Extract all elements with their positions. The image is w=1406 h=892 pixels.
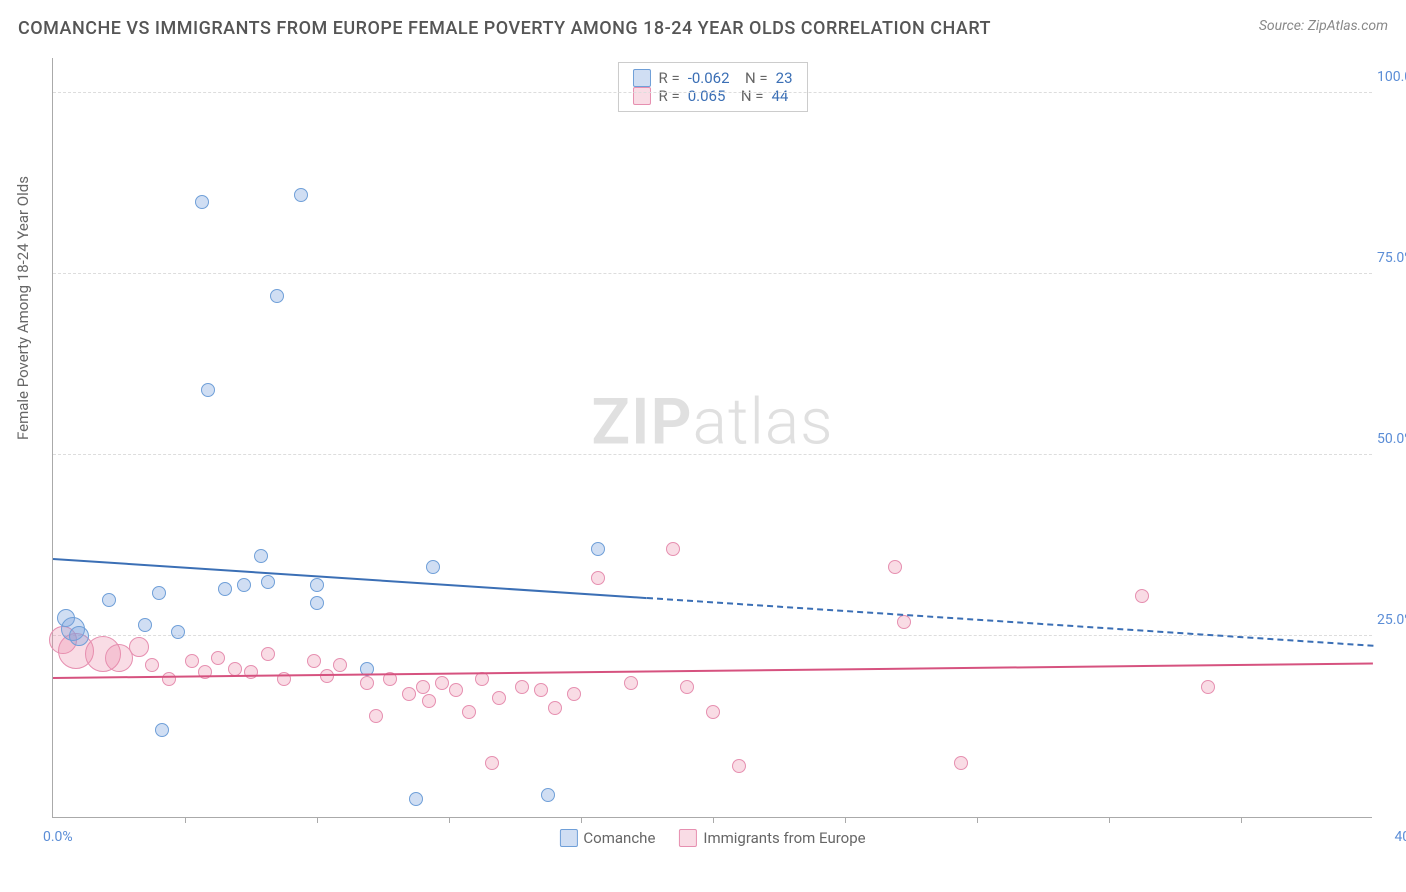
data-point-a xyxy=(591,542,605,556)
data-point-b xyxy=(416,680,430,694)
data-point-b xyxy=(261,647,275,661)
trend-line xyxy=(647,597,1373,647)
chart-title: COMANCHE VS IMMIGRANTS FROM EUROPE FEMAL… xyxy=(18,18,991,39)
r-value-a: -0.062 xyxy=(688,69,730,87)
legend-label-b: Immigrants from Europe xyxy=(703,829,865,847)
data-point-a xyxy=(270,289,284,303)
legend-label-a: Comanche xyxy=(583,829,655,847)
data-point-b xyxy=(548,701,562,715)
data-point-a xyxy=(254,549,268,563)
chart-area: ZIPatlas R = -0.062 N = 23 R = 0.065 N =… xyxy=(52,58,1372,818)
data-point-b xyxy=(1135,589,1149,603)
series-legend: Comanche Immigrants from Europe xyxy=(559,829,865,847)
data-point-a xyxy=(155,723,169,737)
data-point-b xyxy=(244,665,258,679)
x-tick xyxy=(185,817,186,823)
stats-row-a: R = -0.062 N = 23 xyxy=(632,69,792,87)
x-tick-min: 0.0% xyxy=(43,829,73,845)
data-point-b xyxy=(360,676,374,690)
y-axis-label: Female Poverty Among 18-24 Year Olds xyxy=(14,176,32,440)
source-label: Source: ZipAtlas.com xyxy=(1259,18,1388,34)
y-tick-label: 50.0% xyxy=(1377,431,1406,447)
data-point-b xyxy=(492,691,506,705)
data-point-a xyxy=(152,586,166,600)
data-point-b xyxy=(185,654,199,668)
data-point-b xyxy=(515,680,529,694)
data-point-a xyxy=(138,618,152,632)
data-point-b xyxy=(462,705,476,719)
trend-line xyxy=(53,558,647,599)
data-point-b xyxy=(897,615,911,629)
data-point-b xyxy=(402,687,416,701)
swatch-a-icon xyxy=(559,829,577,847)
data-point-b xyxy=(228,662,242,676)
y-tick-label: 75.0% xyxy=(1377,250,1406,266)
data-point-b xyxy=(706,705,720,719)
r-value-b: 0.065 xyxy=(688,87,726,105)
n-value-a: 23 xyxy=(776,69,793,87)
data-point-b xyxy=(666,542,680,556)
data-point-a xyxy=(426,560,440,574)
data-point-b xyxy=(475,672,489,686)
data-point-b xyxy=(1201,680,1215,694)
gridline xyxy=(53,273,1372,274)
data-point-a xyxy=(541,788,555,802)
data-point-b xyxy=(422,694,436,708)
x-tick xyxy=(581,817,582,823)
data-point-a xyxy=(195,195,209,209)
x-tick xyxy=(713,817,714,823)
data-point-b xyxy=(307,654,321,668)
data-point-a xyxy=(69,626,89,646)
data-point-a xyxy=(102,593,116,607)
data-point-b xyxy=(732,759,746,773)
swatch-a xyxy=(632,69,650,87)
x-tick xyxy=(1109,817,1110,823)
data-point-a xyxy=(237,578,251,592)
data-point-a xyxy=(171,625,185,639)
data-point-b xyxy=(888,560,902,574)
x-tick xyxy=(449,817,450,823)
stats-row-b: R = 0.065 N = 44 xyxy=(632,87,792,105)
data-point-b xyxy=(680,680,694,694)
data-point-a xyxy=(294,188,308,202)
x-tick-max: 40.0% xyxy=(1394,829,1406,845)
gridline xyxy=(53,635,1372,636)
data-point-a xyxy=(310,596,324,610)
x-tick xyxy=(1241,817,1242,823)
legend-item-a: Comanche xyxy=(559,829,655,847)
watermark: ZIPatlas xyxy=(591,385,833,460)
n-value-b: 44 xyxy=(771,87,788,105)
data-point-b xyxy=(145,658,159,672)
x-tick xyxy=(845,817,846,823)
data-point-b xyxy=(624,676,638,690)
data-point-b xyxy=(449,683,463,697)
data-point-a xyxy=(261,575,275,589)
swatch-b-icon xyxy=(679,829,697,847)
legend-item-b: Immigrants from Europe xyxy=(679,829,865,847)
data-point-b xyxy=(129,637,149,657)
data-point-b xyxy=(591,571,605,585)
data-point-b xyxy=(333,658,347,672)
data-point-b xyxy=(162,672,176,686)
data-point-b xyxy=(567,687,581,701)
swatch-b xyxy=(632,87,650,105)
data-point-b xyxy=(211,651,225,665)
y-tick-label: 100.0% xyxy=(1377,69,1406,85)
y-tick-label: 25.0% xyxy=(1377,612,1406,628)
data-point-a xyxy=(218,582,232,596)
data-point-b xyxy=(435,676,449,690)
stats-legend: R = -0.062 N = 23 R = 0.065 N = 44 xyxy=(617,62,807,112)
x-tick xyxy=(977,817,978,823)
data-point-b xyxy=(369,709,383,723)
data-point-b xyxy=(485,756,499,770)
plot-region: ZIPatlas R = -0.062 N = 23 R = 0.065 N =… xyxy=(52,58,1372,818)
data-point-a xyxy=(310,578,324,592)
gridline xyxy=(53,454,1372,455)
data-point-a xyxy=(409,792,423,806)
data-point-a xyxy=(201,383,215,397)
gridline xyxy=(53,92,1372,93)
data-point-b xyxy=(954,756,968,770)
x-tick xyxy=(317,817,318,823)
data-point-b xyxy=(534,683,548,697)
